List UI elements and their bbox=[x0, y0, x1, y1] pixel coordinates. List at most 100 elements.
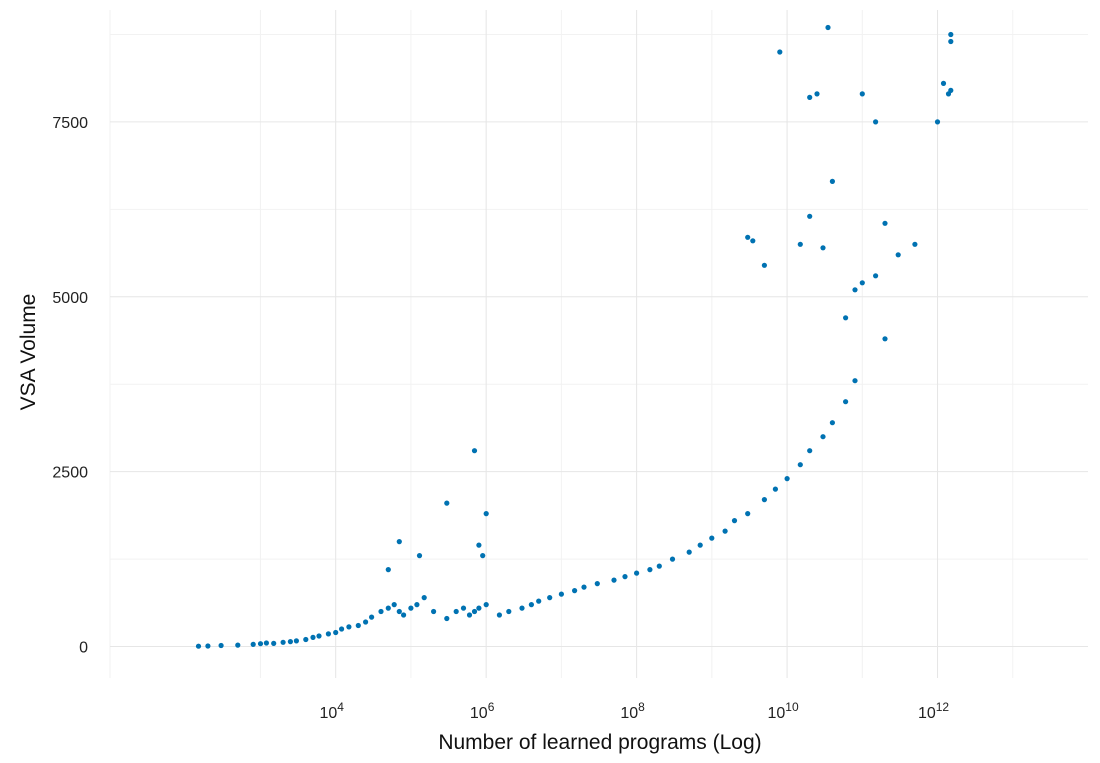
data-point bbox=[686, 549, 692, 555]
data-point bbox=[316, 633, 322, 639]
data-point bbox=[476, 542, 482, 548]
data-point bbox=[257, 641, 264, 647]
data-point bbox=[536, 598, 542, 604]
x-axis-title: Number of learned programs (Log) bbox=[438, 731, 761, 754]
data-point bbox=[948, 87, 954, 93]
data-point bbox=[310, 634, 316, 641]
data-point bbox=[235, 642, 241, 648]
data-point bbox=[852, 287, 858, 293]
data-point bbox=[882, 336, 888, 342]
x-tick-label: 108 bbox=[620, 700, 645, 722]
y-axis-ticks: 0 2500 5000 7500 bbox=[52, 115, 88, 657]
data-point bbox=[421, 595, 427, 601]
data-point bbox=[444, 500, 450, 506]
data-point bbox=[363, 619, 369, 625]
data-points bbox=[195, 24, 954, 649]
data-point bbox=[483, 510, 489, 517]
data-point bbox=[807, 213, 813, 219]
data-point bbox=[572, 588, 578, 594]
data-point bbox=[709, 535, 715, 541]
data-point bbox=[408, 605, 414, 611]
data-point bbox=[519, 605, 525, 611]
data-point bbox=[731, 518, 738, 524]
data-point bbox=[496, 612, 502, 618]
data-point bbox=[814, 91, 820, 97]
data-point bbox=[859, 91, 865, 97]
data-point bbox=[471, 448, 478, 454]
y-tick-label: 7500 bbox=[52, 115, 88, 132]
data-point bbox=[414, 602, 420, 608]
data-point bbox=[940, 80, 947, 86]
data-point bbox=[784, 476, 790, 482]
data-point bbox=[431, 608, 437, 615]
data-point bbox=[873, 119, 879, 125]
data-point bbox=[761, 262, 768, 268]
x-axis-ticks: 104 106 108 1010 1012 bbox=[319, 700, 949, 722]
data-point bbox=[750, 238, 756, 244]
data-point bbox=[558, 591, 565, 597]
data-point bbox=[528, 602, 535, 608]
data-point bbox=[820, 245, 826, 251]
data-point bbox=[280, 639, 286, 645]
data-point bbox=[843, 315, 849, 321]
data-point bbox=[205, 643, 211, 649]
data-point bbox=[852, 378, 858, 384]
data-point bbox=[895, 252, 901, 258]
data-point bbox=[396, 608, 402, 615]
data-point bbox=[346, 624, 352, 630]
data-point bbox=[825, 24, 831, 31]
data-point bbox=[745, 234, 751, 240]
y-axis-title: VSA Volume bbox=[17, 294, 40, 411]
data-point bbox=[634, 570, 640, 576]
data-point bbox=[807, 448, 813, 454]
data-point bbox=[195, 643, 202, 649]
x-tick-label: 106 bbox=[470, 700, 495, 722]
data-point bbox=[594, 581, 600, 587]
data-point bbox=[622, 574, 628, 580]
x-tick-label: 1012 bbox=[918, 700, 949, 722]
data-point bbox=[829, 178, 836, 184]
y-tick-label: 2500 bbox=[52, 465, 88, 482]
data-point bbox=[656, 563, 662, 569]
data-point bbox=[912, 241, 918, 247]
data-point bbox=[355, 622, 361, 629]
data-point bbox=[401, 612, 407, 618]
data-point bbox=[882, 220, 888, 226]
x-tick-label: 1010 bbox=[767, 700, 798, 722]
data-point bbox=[476, 605, 482, 611]
x-tick-label: 104 bbox=[319, 700, 344, 722]
data-point bbox=[263, 640, 269, 646]
data-point bbox=[396, 539, 402, 545]
data-point bbox=[948, 38, 954, 45]
data-point bbox=[466, 612, 473, 618]
data-point bbox=[722, 528, 728, 534]
data-point bbox=[807, 94, 813, 100]
data-point bbox=[271, 640, 277, 647]
data-point bbox=[761, 497, 768, 503]
data-point bbox=[581, 584, 587, 590]
data-point bbox=[385, 605, 391, 611]
data-point bbox=[369, 614, 375, 620]
data-point bbox=[339, 626, 345, 632]
data-point bbox=[471, 608, 478, 615]
data-point bbox=[385, 567, 391, 573]
grid bbox=[109, 10, 1088, 678]
data-point bbox=[391, 602, 397, 608]
data-point bbox=[859, 280, 865, 286]
data-point bbox=[378, 608, 384, 615]
data-point bbox=[948, 31, 954, 38]
data-point bbox=[873, 273, 879, 279]
data-point bbox=[820, 434, 826, 440]
data-point bbox=[416, 553, 423, 559]
data-point bbox=[843, 399, 849, 405]
data-point bbox=[287, 639, 293, 645]
data-point bbox=[777, 49, 783, 55]
data-point bbox=[293, 638, 299, 644]
data-point bbox=[611, 577, 617, 583]
data-point bbox=[444, 615, 450, 622]
data-point bbox=[647, 567, 653, 573]
data-point bbox=[453, 608, 459, 615]
y-tick-label: 0 bbox=[79, 640, 88, 657]
data-point bbox=[218, 642, 224, 649]
